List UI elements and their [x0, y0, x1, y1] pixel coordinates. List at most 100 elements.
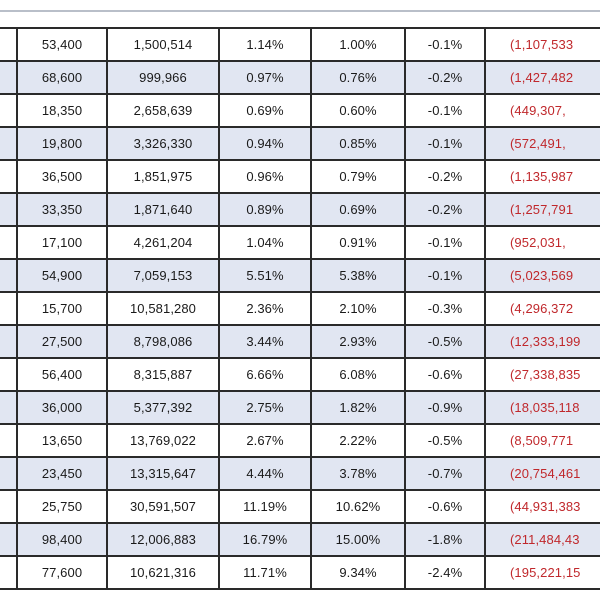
cell-rate-diff[interactable]: -0.1%	[404, 93, 486, 128]
cell-amount[interactable]: 4,261,204	[106, 225, 220, 260]
cell-count[interactable]: 19,800	[16, 126, 108, 161]
cell-rate-1[interactable]: 0.94%	[218, 126, 312, 161]
cell-count[interactable]: 25,750	[16, 489, 108, 524]
cell-rate-diff[interactable]: -0.7%	[404, 456, 486, 491]
cell-rate-1[interactable]: 0.89%	[218, 192, 312, 227]
cell-count[interactable]: 54,900	[16, 258, 108, 293]
cell-rate-2[interactable]: 0.91%	[310, 225, 406, 260]
cell-amount[interactable]: 30,591,507	[106, 489, 220, 524]
cell-amount[interactable]: 3,326,330	[106, 126, 220, 161]
cell-rate-diff[interactable]: -0.2%	[404, 60, 486, 95]
cell-rate-2[interactable]: 6.08%	[310, 357, 406, 392]
cell-amount[interactable]: 13,315,647	[106, 456, 220, 491]
cell-amount[interactable]: 999,966	[106, 60, 220, 95]
cell-rate-1[interactable]: 2.36%	[218, 291, 312, 326]
cell-rate-1[interactable]: 0.96%	[218, 159, 312, 194]
cell-count[interactable]: 15,700	[16, 291, 108, 326]
cell-rate-2[interactable]: 5.38%	[310, 258, 406, 293]
cell-count[interactable]: 18,350	[16, 93, 108, 128]
cell-rate-diff[interactable]: -0.1%	[404, 225, 486, 260]
cell-truncated-leading[interactable]	[0, 60, 18, 95]
cell-negative-value[interactable]: (1,107,533	[484, 27, 600, 62]
cell-rate-2[interactable]: 10.62%	[310, 489, 406, 524]
cell-rate-2[interactable]: 3.78%	[310, 456, 406, 491]
cell-rate-diff[interactable]: -0.6%	[404, 357, 486, 392]
cell-rate-diff[interactable]: -0.1%	[404, 258, 486, 293]
cell-count[interactable]: 98,400	[16, 522, 108, 557]
cell-rate-1[interactable]: 0.97%	[218, 60, 312, 95]
cell-rate-2[interactable]: 9.34%	[310, 555, 406, 590]
cell-rate-diff[interactable]: -0.5%	[404, 423, 486, 458]
cell-truncated-leading[interactable]	[0, 192, 18, 227]
cell-negative-value[interactable]: (572,491,	[484, 126, 600, 161]
cell-rate-2[interactable]: 1.82%	[310, 390, 406, 425]
cell-negative-value[interactable]: (1,427,482	[484, 60, 600, 95]
cell-negative-value[interactable]: (449,307,	[484, 93, 600, 128]
cell-negative-value[interactable]: (27,338,835	[484, 357, 600, 392]
cell-negative-value[interactable]: (5,023,569	[484, 258, 600, 293]
cell-negative-value[interactable]: (18,035,118	[484, 390, 600, 425]
cell-rate-2[interactable]: 0.79%	[310, 159, 406, 194]
cell-negative-value[interactable]: (1,135,987	[484, 159, 600, 194]
cell-rate-1[interactable]: 2.67%	[218, 423, 312, 458]
cell-rate-diff[interactable]: -0.1%	[404, 27, 486, 62]
cell-truncated-leading[interactable]	[0, 291, 18, 326]
cell-amount[interactable]: 10,581,280	[106, 291, 220, 326]
cell-truncated-leading[interactable]	[0, 258, 18, 293]
cell-rate-2[interactable]: 0.69%	[310, 192, 406, 227]
cell-rate-1[interactable]: 2.75%	[218, 390, 312, 425]
cell-count[interactable]: 27,500	[16, 324, 108, 359]
cell-rate-diff[interactable]: -0.5%	[404, 324, 486, 359]
cell-count[interactable]: 56,400	[16, 357, 108, 392]
cell-truncated-leading[interactable]	[0, 93, 18, 128]
cell-amount[interactable]: 1,500,514	[106, 27, 220, 62]
cell-rate-2[interactable]: 2.22%	[310, 423, 406, 458]
cell-truncated-leading[interactable]	[0, 159, 18, 194]
cell-rate-diff[interactable]: -0.1%	[404, 126, 486, 161]
cell-negative-value[interactable]: (952,031,	[484, 225, 600, 260]
cell-rate-2[interactable]: 15.00%	[310, 522, 406, 557]
cell-rate-1[interactable]: 6.66%	[218, 357, 312, 392]
cell-amount[interactable]: 7,059,153	[106, 258, 220, 293]
cell-truncated-leading[interactable]	[0, 225, 18, 260]
cell-rate-diff[interactable]: -1.8%	[404, 522, 486, 557]
cell-rate-2[interactable]: 1.00%	[310, 27, 406, 62]
cell-truncated-leading[interactable]	[0, 390, 18, 425]
cell-negative-value[interactable]: (20,754,461	[484, 456, 600, 491]
cell-rate-1[interactable]: 1.14%	[218, 27, 312, 62]
cell-rate-diff[interactable]: -0.2%	[404, 159, 486, 194]
cell-amount[interactable]: 13,769,022	[106, 423, 220, 458]
cell-count[interactable]: 68,600	[16, 60, 108, 95]
cell-truncated-leading[interactable]	[0, 456, 18, 491]
cell-amount[interactable]: 8,315,887	[106, 357, 220, 392]
cell-rate-2[interactable]: 2.93%	[310, 324, 406, 359]
cell-amount[interactable]: 8,798,086	[106, 324, 220, 359]
cell-count[interactable]: 33,350	[16, 192, 108, 227]
cell-count[interactable]: 17,100	[16, 225, 108, 260]
cell-negative-value[interactable]: (195,221,15	[484, 555, 600, 590]
cell-negative-value[interactable]: (12,333,199	[484, 324, 600, 359]
cell-truncated-leading[interactable]	[0, 555, 18, 590]
cell-amount[interactable]: 2,658,639	[106, 93, 220, 128]
cell-rate-2[interactable]: 0.85%	[310, 126, 406, 161]
cell-truncated-leading[interactable]	[0, 126, 18, 161]
cell-rate-diff[interactable]: -0.2%	[404, 192, 486, 227]
cell-rate-diff[interactable]: -0.6%	[404, 489, 486, 524]
cell-rate-1[interactable]: 0.69%	[218, 93, 312, 128]
cell-rate-1[interactable]: 11.71%	[218, 555, 312, 590]
cell-negative-value[interactable]: (1,257,791	[484, 192, 600, 227]
cell-truncated-leading[interactable]	[0, 489, 18, 524]
cell-rate-1[interactable]: 4.44%	[218, 456, 312, 491]
cell-count[interactable]: 23,450	[16, 456, 108, 491]
cell-count[interactable]: 36,000	[16, 390, 108, 425]
cell-negative-value[interactable]: (44,931,383	[484, 489, 600, 524]
cell-count[interactable]: 36,500	[16, 159, 108, 194]
cell-negative-value[interactable]: (8,509,771	[484, 423, 600, 458]
cell-negative-value[interactable]: (4,296,372	[484, 291, 600, 326]
cell-rate-diff[interactable]: -0.9%	[404, 390, 486, 425]
cell-rate-1[interactable]: 16.79%	[218, 522, 312, 557]
cell-rate-1[interactable]: 1.04%	[218, 225, 312, 260]
cell-rate-diff[interactable]: -2.4%	[404, 555, 486, 590]
cell-truncated-leading[interactable]	[0, 357, 18, 392]
cell-rate-2[interactable]: 2.10%	[310, 291, 406, 326]
